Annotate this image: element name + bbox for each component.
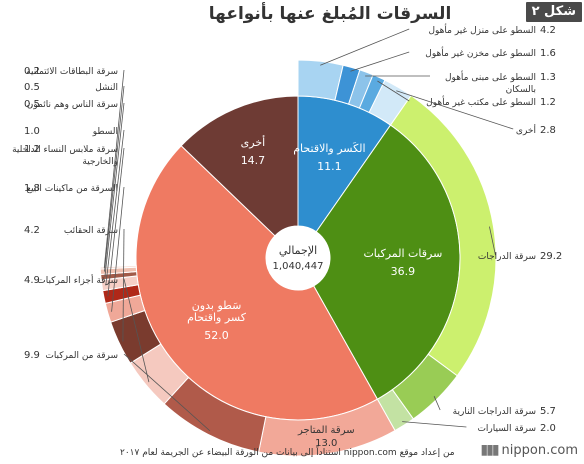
svg-text:أخرى: أخرى [516, 124, 536, 136]
chart-title: السرقات المُبلغ عنها بأنواعها [208, 4, 452, 24]
outer-callout-1: 4.2 السطو على منزل غير مأهول [320, 23, 556, 66]
figure-label: شكل ٢ [525, 2, 582, 22]
svg-text:36.9: 36.9 [391, 265, 416, 278]
svg-text:14.7: 14.7 [241, 154, 266, 167]
outer-callout-5: 2.8 أخرى [396, 90, 556, 136]
svg-text:1.2: 1.2 [24, 144, 40, 155]
svg-text:5.7: 5.7 [540, 406, 556, 417]
outer-callout-2: 1.6 السطو على مخزن غير مأهول [350, 46, 556, 72]
svg-text:1.3: 1.3 [540, 72, 556, 83]
svg-text:سرقة البطاقات الائتمانية: سرقة البطاقات الائتمانية [26, 67, 118, 77]
svg-text:أخرى: أخرى [241, 135, 266, 149]
svg-text:0.5: 0.5 [24, 99, 40, 110]
center-value: 1,040,447 [273, 261, 324, 272]
inner-label-4: أخرى 14.7 [241, 135, 266, 167]
svg-text:سرقة المتاجر: سرقة المتاجر [297, 425, 355, 436]
svg-text:السرقة من ماكينات البيع: السرقة من ماكينات البيع [26, 184, 118, 194]
svg-text:سرقة السيارات: سرقة السيارات [477, 424, 536, 434]
svg-text:السطو على مبنى مأهول: السطو على مبنى مأهول [445, 70, 536, 83]
outer-callout-6: 29.2 سرقة الدراجات [478, 226, 562, 262]
svg-text:11.1: 11.1 [317, 160, 342, 173]
center-label: الإجمالي [279, 244, 317, 257]
svg-text:والخارجية: والخارجية [82, 157, 118, 167]
svg-text:0.2: 0.2 [24, 66, 40, 77]
svg-text:السطو على منزل غير مأهول: السطو على منزل غير مأهول [428, 23, 536, 36]
svg-text:4.9: 4.9 [24, 275, 40, 286]
svg-text:13.0: 13.0 [315, 438, 337, 449]
inner-label-2: سرقات المركبات 36.9 [363, 247, 442, 278]
outer-callout-3: 1.3 السطو على مبنى مأهول بالسكان [365, 70, 556, 95]
outer-label-inring-9: سرقة المتاجر 13.0 [297, 425, 355, 449]
svg-text:النشل: النشل [95, 83, 118, 93]
svg-text:4.2: 4.2 [24, 225, 40, 236]
outer-callout-12: 4.2 سرقة الحقائب [24, 225, 125, 342]
svg-text:السطو: السطو [92, 127, 118, 137]
svg-text:سَطو بدون: سَطو بدون [192, 299, 242, 312]
svg-text:سرقات المركبات: سرقات المركبات [363, 247, 442, 260]
outer-callout-15: 1.0 السطو [24, 126, 125, 285]
svg-text:سرقة الدراجات: سرقة الدراجات [478, 252, 536, 262]
center-hole [266, 226, 330, 290]
outer-callout-8: 2.0 سرقة السيارات [402, 421, 556, 434]
svg-text:9.9: 9.9 [24, 350, 40, 361]
outer-callout-4: 1.2 السطو على مكتب غير مأهول [377, 80, 556, 108]
svg-text:بالسكان: بالسكان [506, 85, 536, 95]
svg-text:سرقة ملابس النساء الداخلية: سرقة ملابس النساء الداخلية [12, 145, 118, 155]
inner-label-1: الكَسر والاقتحام 11.1 [293, 142, 365, 173]
svg-text:1.8: 1.8 [24, 183, 40, 194]
svg-text:1.6: 1.6 [540, 48, 556, 59]
svg-text:1.2: 1.2 [540, 97, 556, 108]
source-note: من إعداد موقع nippon.com استناداً إلى بي… [120, 448, 455, 458]
svg-text:52.0: 52.0 [204, 329, 229, 342]
svg-text:0.5: 0.5 [24, 82, 40, 93]
svg-text:2.0: 2.0 [540, 423, 556, 434]
brand-logo-icon: ▮▮▮ [480, 442, 499, 458]
outer-callout-10: 9.9 سرقة من المركبات [24, 350, 211, 432]
svg-text:السطو على مكتب غير مأهول: السطو على مكتب غير مأهول [426, 95, 536, 108]
svg-text:29.2: 29.2 [540, 251, 562, 262]
outer-slice-18 [99, 264, 137, 270]
svg-text:سرقة الحقائب: سرقة الحقائب [64, 226, 118, 236]
svg-text:كسر واقتحام: كسر واقتحام [187, 311, 247, 324]
svg-text:الكَسر والاقتحام: الكَسر والاقتحام [293, 142, 365, 155]
svg-text:السطو على مخزن غير مأهول: السطو على مخزن غير مأهول [425, 46, 536, 59]
svg-text:سرقة الناس وهم نائمون: سرقة الناس وهم نائمون [27, 100, 118, 110]
svg-text:1.0: 1.0 [24, 126, 40, 137]
outer-callout-7: 5.7 سرقة الدراجات النارية [433, 396, 556, 417]
brand-name: nippon.com [501, 442, 578, 458]
outer-callout-17: 0.5 النشل [24, 82, 125, 272]
brand: ▮▮▮ nippon.com [480, 442, 578, 458]
svg-text:سرقة الدراجات النارية: سرقة الدراجات النارية [453, 407, 536, 417]
svg-text:4.2: 4.2 [540, 25, 556, 36]
svg-text:سرقة من المركبات: سرقة من المركبات [45, 351, 118, 361]
svg-text:2.8: 2.8 [540, 125, 556, 136]
svg-text:سرقة أجزاء المركبات: سرقة أجزاء المركبات [37, 274, 118, 286]
